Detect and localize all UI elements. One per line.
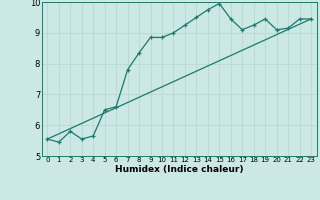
X-axis label: Humidex (Indice chaleur): Humidex (Indice chaleur) (115, 165, 244, 174)
